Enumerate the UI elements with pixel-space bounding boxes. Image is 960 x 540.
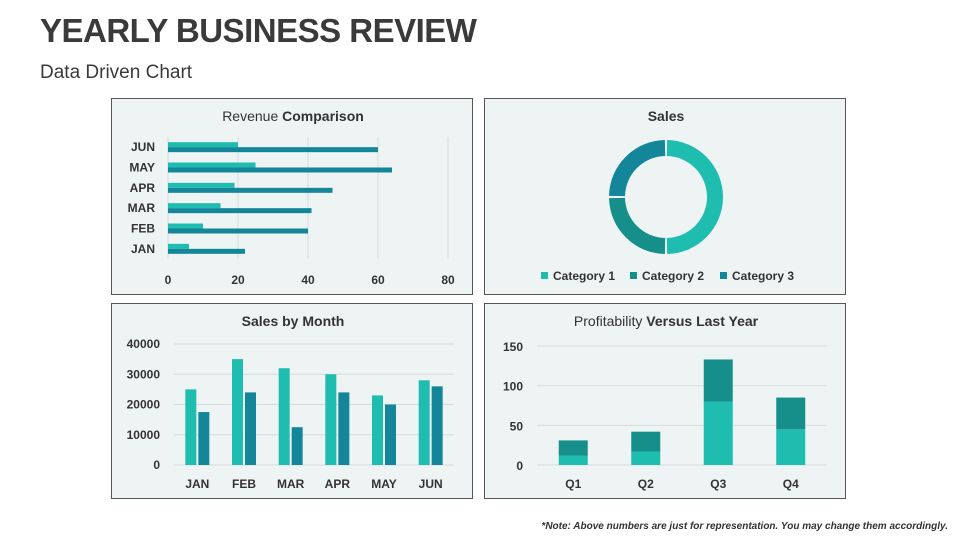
bar <box>168 182 235 188</box>
y-tick-label: 20000 <box>127 398 161 412</box>
bar <box>431 386 443 465</box>
bar <box>168 162 256 168</box>
chart-title-part: Profitability <box>574 313 646 329</box>
bar <box>168 187 333 193</box>
x-tick-label: Q4 <box>783 477 799 491</box>
y-tick-label: JUN <box>131 140 155 154</box>
x-tick-label: Q1 <box>565 477 581 491</box>
chart-title-part: Revenue <box>222 108 282 124</box>
legend-label: Category 2 <box>642 269 704 283</box>
x-tick-label: 80 <box>441 273 455 287</box>
chart-title-part: Versus Last Year <box>646 313 758 329</box>
bar <box>168 228 308 234</box>
bar-segment <box>631 431 661 452</box>
x-tick-label: Q3 <box>710 477 726 491</box>
donut-slice <box>666 140 724 254</box>
y-tick-label: MAY <box>129 161 155 175</box>
profitability-panel: Profitability Versus Last Year 0 50 100 150 Q… <box>484 303 846 499</box>
donut-slice <box>609 140 666 197</box>
y-tick-label: FEB <box>131 222 155 236</box>
bar <box>232 359 243 465</box>
bar <box>168 208 312 214</box>
x-tick-label: 20 <box>231 273 245 287</box>
bar <box>418 380 430 465</box>
legend-label: Category 1 <box>553 269 615 283</box>
y-tick-label: 0 <box>516 459 523 473</box>
donut-slice <box>609 197 666 254</box>
revenue-comparison-panel: Revenue Comparison 0 20 40 60 80 JAN FEB MAR APR M… <box>111 98 473 295</box>
bar-segment <box>703 401 733 465</box>
y-tick-label: MAR <box>128 201 156 215</box>
x-tick-label: MAY <box>371 477 397 491</box>
x-tick-label: APR <box>325 477 351 491</box>
y-tick-label: 0 <box>153 458 160 472</box>
legend-swatch <box>630 272 637 279</box>
y-tick-label: JAN <box>131 242 155 256</box>
x-tick-label: JAN <box>185 477 209 491</box>
legend-swatch <box>720 272 727 279</box>
x-tick-label: 40 <box>301 273 315 287</box>
bar <box>291 427 303 465</box>
bar <box>338 392 350 465</box>
bar <box>278 368 290 465</box>
x-tick-label: Q2 <box>638 477 654 491</box>
bar <box>168 142 238 148</box>
bar <box>325 374 337 465</box>
y-tick-label: 50 <box>510 419 524 433</box>
y-tick-label: 10000 <box>127 428 161 442</box>
x-tick-label: MAR <box>277 477 305 491</box>
page-subtitle: Data Driven Chart <box>40 62 193 83</box>
legend-label: Category 3 <box>732 269 794 283</box>
chart-title: Sales by Month <box>242 313 345 329</box>
bar-segment <box>703 359 733 402</box>
bar <box>168 223 203 229</box>
bar-segment <box>631 451 661 465</box>
sales-panel: Sales Category 1 Category 2 Category 3 <box>484 98 846 295</box>
bar <box>245 392 256 465</box>
bar <box>168 248 245 254</box>
chart-title: Sales <box>648 108 685 124</box>
x-tick-label: JUN <box>419 477 443 491</box>
profitability-chart: Profitability Versus Last Year 0 50 100 150 Q… <box>503 313 827 491</box>
y-tick-label: APR <box>130 181 156 195</box>
bar <box>168 203 221 209</box>
legend-swatch <box>541 272 548 279</box>
bar <box>168 147 378 153</box>
bar <box>168 243 189 249</box>
bar <box>372 395 383 465</box>
footnote: *Note: Above numbers are just for repres… <box>541 521 948 532</box>
sales-by-month-panel: Sales by Month 0 10000 20000 30000 40000 JAN FE… <box>111 303 473 499</box>
page-title: YEARLY BUSINESS REVIEW <box>40 12 477 49</box>
y-tick-label: 100 <box>503 380 523 394</box>
bar <box>385 404 396 465</box>
x-tick-label: 0 <box>165 273 172 287</box>
y-tick-label: 30000 <box>127 367 161 381</box>
chart-title: Profitability Versus Last Year <box>574 313 759 329</box>
bar <box>168 167 392 173</box>
sales-by-month-chart: Sales by Month 0 10000 20000 30000 40000 JAN FE… <box>127 313 454 491</box>
bar-segment <box>558 440 588 456</box>
y-tick-label: 40000 <box>127 337 161 351</box>
x-tick-label: 60 <box>371 273 385 287</box>
bar-segment <box>558 455 588 465</box>
bar <box>185 389 197 465</box>
bar <box>198 412 210 465</box>
chart-title: Revenue Comparison <box>222 108 364 124</box>
bar-segment <box>776 429 806 465</box>
revenue-comparison-chart: Revenue Comparison 0 20 40 60 80 JAN FEB MAR APR M… <box>128 108 455 287</box>
y-tick-label: 150 <box>503 340 523 354</box>
x-tick-label: FEB <box>232 477 256 491</box>
sales-donut-chart: Sales Category 1 Category 2 Category 3 <box>541 108 794 283</box>
bar-segment <box>776 397 806 430</box>
chart-title-part: Comparison <box>282 108 364 124</box>
